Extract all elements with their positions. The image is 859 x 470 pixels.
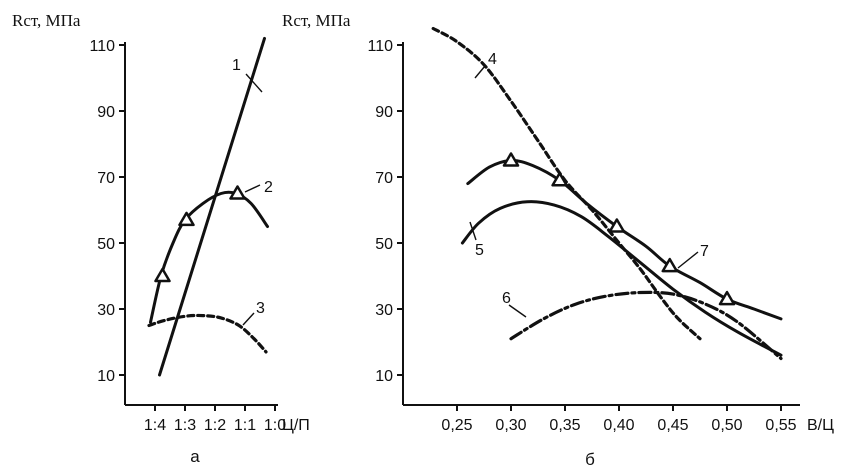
series-2-marker-0 [154,267,171,283]
chart-a-y-ticks: 10 30 50 70 90 110 [89,38,125,385]
y-tick-label-110: 110 [367,38,393,55]
curve-label-3: 3 [256,300,265,317]
chart-b-x-axis-label: В/Ц [807,417,834,434]
series-7-marker-0 [502,152,520,167]
y-tick-label-110: 110 [89,38,115,55]
curve-label-2: 2 [264,179,273,196]
y-tick-label-50: 50 [375,236,393,253]
x-tick-label-0,35: 0,35 [549,417,580,434]
series-2-line [149,190,269,324]
curve-label-6: 6 [502,290,511,307]
leader-5 [469,221,477,241]
series-2-marker-2 [229,185,246,200]
curve-label-5: 5 [475,242,484,259]
leader-3 [242,312,255,326]
series-1-line [158,36,266,377]
curve-label-4: 4 [488,51,497,68]
leader-4 [474,65,486,79]
series-3-line [147,313,268,354]
x-tick-label-1:4: 1:4 [144,417,166,434]
series-7-marker-4 [718,290,736,306]
chart-b-series [431,26,783,361]
curve-label-7: 7 [700,243,709,260]
x-tick-label-1:3: 1:3 [174,417,196,434]
y-tick-label-90: 90 [375,104,393,121]
y-tick-label-70: 70 [97,170,115,187]
x-tick-label-0,55: 0,55 [765,417,796,434]
leader-1 [245,73,263,93]
series-5-line [460,200,783,357]
chart-b-x-ticks: 0,25 0,30 0,35 0,40 0,45 0,50 0,55 [441,405,797,434]
leader-2 [244,184,261,193]
x-tick-label-1:1: 1:1 [234,417,256,434]
y-tick-label-70: 70 [375,170,393,187]
chart-a-series [147,36,269,377]
y-tick-label-10: 10 [375,368,393,385]
curve-label-1: 1 [232,57,241,74]
y-tick-label-30: 30 [375,302,393,319]
y-tick-label-30: 30 [97,302,115,319]
x-tick-label-0,25: 0,25 [441,417,472,434]
series-2-marker-1 [178,211,195,227]
chart-a-x-axis-label: Ц/П [282,417,310,434]
chart-b-y-ticks: 10 30 50 70 90 110 [367,38,403,385]
x-tick-label-0,30: 0,30 [495,417,526,434]
y-tick-label-50: 50 [97,236,115,253]
chart-b-panel-label: б [585,450,595,469]
x-tick-label-0,40: 0,40 [603,417,634,434]
x-tick-label-1:0: 1:0 [264,417,286,434]
leader-7 [677,251,699,269]
leader-6 [508,304,527,318]
series-7-marker-3 [661,257,679,273]
chart-a-panel-label: а [190,447,200,466]
chart-b-y-axis-label: Rст, МПа [282,11,351,30]
x-tick-label-0,45: 0,45 [657,417,688,434]
chart-a-y-axis-label: Rст, МПа [12,11,81,30]
x-tick-label-0,50: 0,50 [711,417,742,434]
x-tick-label-1:2: 1:2 [204,417,226,434]
chart-a-x-ticks: 1:4 1:3 1:2 1:1 1:0 [144,405,286,434]
y-tick-label-10: 10 [97,368,115,385]
series-7-marker-1 [551,172,568,187]
series-6-line [509,290,783,361]
chart-a: Rст, МПа 10 30 50 70 90 110 1:4 1:3 1:2 1:1 1:0 Ц… [12,11,310,466]
y-tick-label-90: 90 [97,104,115,121]
series-7-marker-2 [608,218,626,233]
curve-annotations: 1 2 3 4 5 6 7 [232,51,709,326]
